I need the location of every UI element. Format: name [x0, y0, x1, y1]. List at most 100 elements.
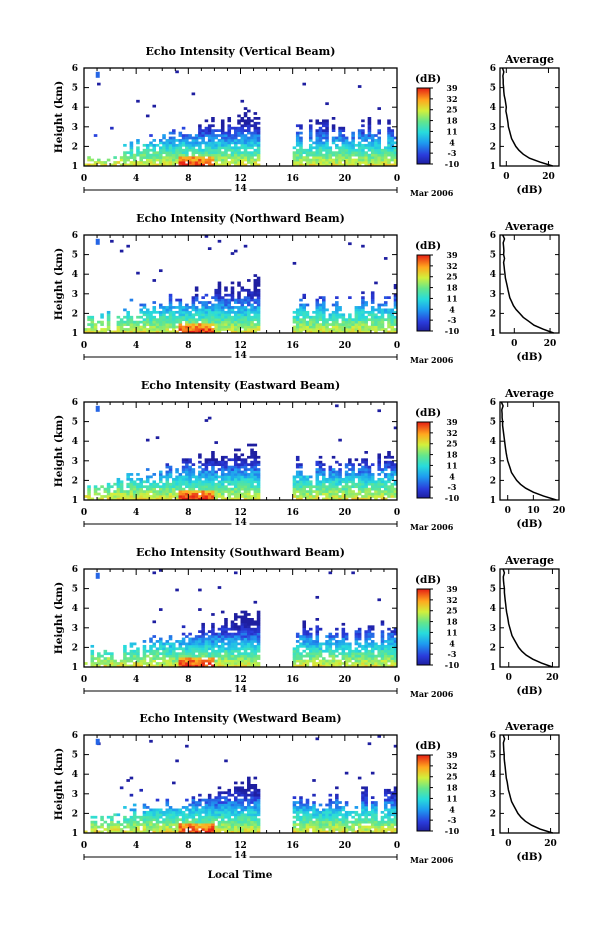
echo-cell — [367, 482, 372, 486]
echo-cell — [224, 652, 228, 656]
echo-cell — [201, 664, 205, 668]
echo-cell — [224, 136, 228, 140]
echo-cell — [247, 654, 251, 658]
echo-cell — [243, 328, 248, 331]
echo-cell — [188, 313, 192, 317]
echo-cell — [243, 830, 248, 834]
echo-cell — [351, 654, 355, 658]
echo-cell — [103, 495, 108, 498]
echo-cell — [299, 139, 303, 142]
echo-cell — [243, 649, 248, 653]
echo-cell — [198, 470, 202, 474]
echo-cell — [211, 815, 215, 819]
echo-cell — [302, 813, 307, 817]
echo-cell — [367, 625, 372, 629]
colorbar-tick-label: 4 — [449, 137, 455, 147]
echo-cell — [214, 806, 218, 809]
echo-cell — [318, 134, 323, 137]
echo-cell — [370, 649, 375, 653]
x-tick-label: 8 — [185, 675, 191, 685]
echo-cell — [165, 463, 170, 466]
echo-cell — [126, 328, 130, 331]
echo-cell — [145, 438, 150, 442]
echo-cell — [357, 151, 362, 155]
echo-cell — [237, 463, 241, 466]
echo-cell — [335, 315, 339, 319]
echo-cell — [361, 158, 365, 162]
echo-cell — [191, 320, 196, 324]
echo-cell — [224, 642, 228, 646]
echo-cell — [155, 328, 160, 331]
y-tick-label: 2 — [72, 476, 78, 486]
echo-cell — [152, 158, 157, 162]
echo-cell — [207, 301, 212, 304]
echo-cell — [250, 808, 254, 812]
echo-cell — [230, 828, 235, 831]
echo-cell — [240, 635, 245, 638]
echo-cell — [351, 131, 355, 135]
echo-cell — [181, 315, 186, 319]
echo-cell — [198, 313, 202, 317]
echo-cell — [211, 485, 215, 489]
echo-cell — [292, 820, 297, 824]
echo-cell — [390, 315, 395, 319]
echo-cell — [370, 492, 375, 496]
echo-cell — [175, 497, 179, 501]
echo-cell — [149, 813, 153, 817]
echo-cell — [103, 163, 108, 167]
echo-cell — [322, 328, 326, 331]
echo-cell — [100, 323, 104, 326]
echo-cell — [256, 139, 261, 142]
echo-cell — [168, 487, 173, 491]
echo-cell — [351, 477, 355, 481]
echo-cell — [292, 310, 297, 314]
echo-cell — [168, 490, 173, 493]
echo-cell — [299, 828, 303, 831]
echo-cell — [253, 134, 258, 137]
echo-cell — [383, 296, 388, 299]
echo-cell — [361, 647, 365, 651]
echo-cell — [237, 632, 241, 636]
echo-cell — [328, 640, 333, 643]
echo-cell — [250, 139, 254, 142]
echo-cell — [129, 818, 134, 822]
echo-cell — [178, 492, 183, 496]
colorbar-tick-label: 18 — [446, 450, 458, 460]
echo-cell — [129, 825, 134, 829]
echo-cell — [361, 470, 365, 474]
echo-cell — [175, 662, 179, 665]
echo-cell — [292, 823, 297, 826]
echo-cell — [110, 664, 114, 668]
echo-cell — [224, 791, 228, 795]
echo-cell — [132, 664, 137, 668]
echo-cell — [315, 664, 320, 668]
echo-cell — [132, 325, 137, 329]
echo-cell — [237, 492, 241, 496]
echo-cell — [240, 823, 245, 826]
echo-cell — [227, 801, 232, 804]
echo-cell — [374, 320, 378, 324]
echo-cell — [302, 654, 307, 658]
echo-cell — [165, 156, 170, 159]
echo-cell — [142, 649, 147, 653]
echo-cell — [175, 477, 179, 481]
echo-cell — [361, 119, 365, 123]
echo-cell — [201, 492, 205, 496]
echo-cell — [172, 490, 176, 493]
echo-cell — [390, 143, 395, 147]
echo-cell — [152, 664, 157, 668]
echo-cell — [390, 637, 395, 641]
echo-cell — [237, 652, 241, 656]
echo-cell — [220, 813, 225, 817]
echo-cell — [214, 146, 218, 150]
echo-cell — [158, 608, 163, 611]
avg-y-tick-label: 5 — [490, 585, 496, 595]
echo-cell — [217, 313, 222, 317]
echo-cell — [191, 659, 196, 663]
echo-cell — [377, 455, 381, 459]
echo-cell — [152, 644, 157, 648]
echo-cell — [149, 662, 153, 665]
echo-cell — [361, 330, 365, 334]
echo-cell — [100, 823, 104, 826]
